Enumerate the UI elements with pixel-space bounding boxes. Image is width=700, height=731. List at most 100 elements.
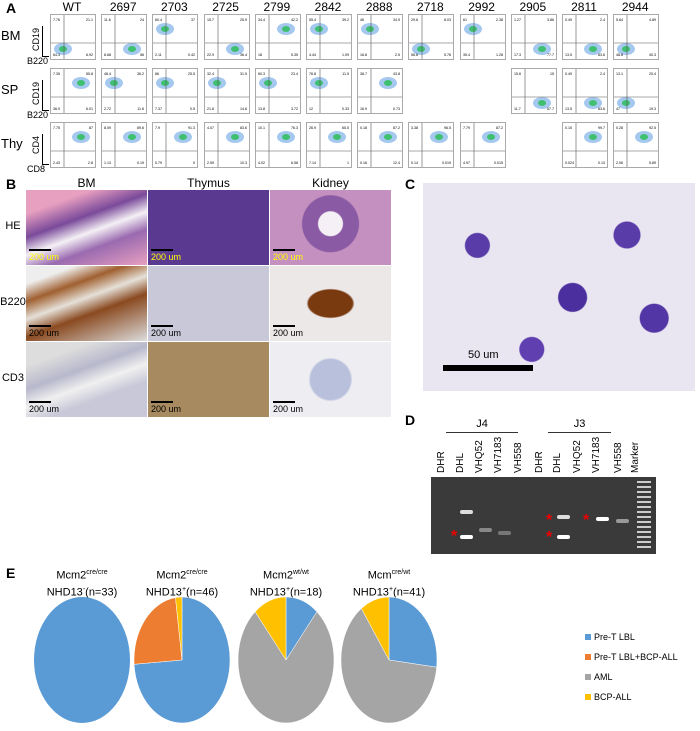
- quadrant-percent: 12: [309, 107, 313, 111]
- quadrant-percent: 38.7: [360, 72, 367, 76]
- quadrant-percent: 0.5: [190, 107, 195, 111]
- quadrant-percent: 11.7: [514, 107, 521, 111]
- sample-header: 2944: [621, 0, 649, 14]
- panel-label-a: A: [6, 0, 17, 16]
- quadrant-percent: 2.38: [496, 18, 503, 22]
- pie-title: Mcm2cre/cre NHD13-(n=33): [35, 566, 129, 599]
- quadrant-percent: 0.42: [188, 53, 195, 57]
- scale-label: 50 um: [468, 349, 499, 361]
- density-core: [110, 80, 119, 86]
- quadrant-percent: 0.49: [565, 18, 572, 22]
- title-genotype: cre/cre: [86, 569, 108, 576]
- flow-plot: 34.4 42.2 18 5.35: [254, 14, 301, 60]
- legend-label: Pre-T LBL: [594, 632, 635, 642]
- marker-band: [637, 531, 651, 533]
- quadrant-percent: 16.9: [360, 107, 367, 111]
- quadrant-percent: 66: [155, 72, 159, 76]
- title-genotype: wt/wt: [293, 569, 309, 576]
- quadrant-percent: 2.43: [53, 161, 60, 165]
- quadrant-percent: 8.68: [104, 53, 111, 57]
- density-core: [230, 134, 239, 140]
- density-core: [537, 46, 546, 52]
- density-core: [384, 134, 393, 140]
- panel-label-b: B: [6, 176, 17, 192]
- quadrant-percent: 4.07: [207, 126, 214, 130]
- flow-plot: 60.3 23.4 13.8 3.72: [254, 68, 301, 114]
- marker-band: [637, 521, 651, 523]
- legend: Pre-T LBL Pre-T LBL+BCP-ALL AML BCP-ALL: [585, 632, 678, 712]
- quadrant-percent: 5.64: [616, 18, 623, 22]
- quadrant-percent: 34.4: [258, 18, 265, 22]
- axis-arrows: [42, 26, 49, 57]
- asterisk-marker: *: [546, 529, 553, 546]
- title-transgene-status: +: [388, 585, 394, 593]
- x-axis-label: CD8: [27, 164, 46, 174]
- flow-plot: 29.6 8.03 56.6 5.76: [408, 14, 455, 60]
- quadrant-percent: 18: [258, 53, 262, 57]
- quadrant-percent: 0.28: [616, 126, 623, 130]
- density-core: [77, 80, 85, 86]
- scale-bar: 200 um: [273, 249, 303, 262]
- pie-title: Mcm2cre/cre NHD13+(n=46): [135, 566, 229, 599]
- quadrant-percent: 4.44: [309, 53, 316, 57]
- quadrant-percent: 23.4: [291, 72, 298, 76]
- quadrant-percent: 2.4: [600, 18, 605, 22]
- quadrant-percent: 0.15: [565, 126, 572, 130]
- title-transgene: NHD13: [249, 586, 286, 599]
- quadrant-percent: 7.75: [53, 126, 60, 130]
- asterisk-marker: *: [546, 512, 553, 529]
- marker-band: [637, 496, 651, 498]
- legend-item: Pre-T LBL+BCP-ALL: [585, 652, 678, 662]
- title-gene: Mcm2: [156, 569, 187, 582]
- pie-slice: [34, 597, 130, 723]
- quadrant-percent: 1.09: [342, 53, 349, 57]
- sample-header: 2842: [314, 0, 342, 14]
- sample-header: 2697: [109, 0, 137, 14]
- quadrant-percent: 15.6: [514, 72, 521, 76]
- histology-image: 200 um: [270, 190, 391, 265]
- quadrant-percent: 10.3: [240, 161, 247, 165]
- flow-plot: 7.79 87.2 4.97 0.015: [459, 122, 506, 168]
- density-core: [161, 80, 170, 86]
- lane-group-line: [446, 432, 518, 433]
- quadrant-percent: 15: [550, 72, 554, 76]
- flow-plot: 46 34.9 16.8 2.5: [357, 14, 404, 60]
- flow-plot: 32.4 31.5 21.8 14.6: [203, 68, 250, 114]
- x-axis-label: B220: [27, 110, 49, 120]
- histology-row-label: B220: [0, 296, 26, 308]
- quadrant-percent: 14.6: [240, 107, 247, 111]
- histology-image: 200 um: [26, 342, 147, 417]
- quadrant-percent: 76.3: [291, 126, 298, 130]
- quadrant-percent: 7.35: [53, 72, 60, 76]
- pie-slice: [237, 611, 335, 724]
- quadrant-percent: 13.5: [565, 53, 572, 57]
- title-transgene: NHD13: [145, 586, 182, 599]
- sample-header: 2905: [519, 0, 547, 14]
- legend-swatch: [585, 654, 591, 660]
- quadrant-percent: 0.73: [393, 107, 400, 111]
- histology-image: 200 um: [26, 266, 147, 341]
- quadrant-percent: 8.03: [444, 18, 451, 22]
- quadrant-percent: 0.024: [565, 161, 574, 165]
- quadrant-percent: 15.7: [207, 18, 214, 22]
- gel-band: [596, 517, 609, 521]
- legend-item: Pre-T LBL: [585, 632, 678, 642]
- sample-header: 2799: [263, 0, 291, 14]
- quadrant-percent: 0.49: [565, 72, 572, 76]
- quadrant-percent: 96.5: [444, 126, 451, 130]
- quadrant-percent: 4.97: [463, 161, 470, 165]
- lane-group-label: J3: [573, 418, 586, 430]
- quadrant-percent: 25.9: [240, 18, 247, 22]
- x-axis-label: B220: [27, 56, 49, 66]
- marker-band: [637, 526, 651, 528]
- density-core: [384, 80, 393, 86]
- density-core: [212, 80, 221, 86]
- quadrant-percent: 12.4: [393, 161, 400, 165]
- flow-plot: 1.27 3.86 17.3 77.7: [510, 14, 557, 60]
- flow-plot: 13.1 20.4 47 19.3: [613, 68, 660, 114]
- legend-item: BCP-ALL: [585, 692, 678, 702]
- pie-slice: [361, 596, 390, 661]
- gel-band: [479, 528, 492, 532]
- quadrant-percent: 7.76: [53, 18, 60, 22]
